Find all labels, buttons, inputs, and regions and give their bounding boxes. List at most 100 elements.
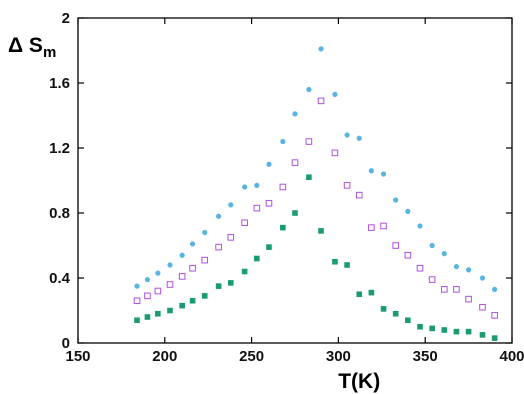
data-point-filled-square	[292, 210, 298, 216]
data-point-open-square	[491, 312, 498, 319]
data-point-open-square	[428, 276, 436, 283]
y-tick-label: 0	[62, 335, 70, 352]
data-point-filled-square	[392, 310, 399, 317]
data-point-circle	[242, 184, 248, 190]
data-point-circle	[179, 252, 185, 258]
data-point-filled-square	[167, 307, 173, 314]
data-point-open-square	[380, 222, 387, 230]
x-tick-label: 200	[152, 348, 177, 365]
data-point-circle	[155, 270, 161, 276]
data-point-open-square	[343, 182, 351, 189]
data-point-filled-square	[405, 317, 411, 324]
data-point-open-square	[392, 242, 399, 249]
data-point-filled-square	[134, 317, 140, 324]
data-point-filled-square	[491, 335, 498, 341]
x-axis-label: T(K)	[338, 370, 380, 393]
data-point-circle	[466, 267, 472, 273]
data-point-filled-square	[356, 291, 363, 298]
data-point-filled-square	[344, 262, 350, 268]
data-point-circle	[189, 241, 196, 247]
data-point-circle	[368, 168, 374, 174]
y-tick-label: 1.2	[49, 140, 70, 157]
data-point-filled-square	[189, 297, 196, 304]
data-point-open-square	[241, 219, 248, 227]
data-point-open-square	[279, 183, 287, 191]
data-point-open-square	[317, 97, 325, 105]
data-point-circle	[380, 171, 387, 177]
data-point-filled-square	[417, 323, 423, 330]
data-point-filled-square	[144, 314, 151, 320]
data-point-filled-square	[429, 325, 435, 332]
data-point-circle	[393, 197, 399, 203]
data-point-circle	[356, 135, 362, 141]
y-tick-label: 2	[62, 10, 70, 27]
data-point-circle	[167, 262, 173, 268]
data-point-open-square	[253, 204, 261, 212]
data-point-circle	[492, 286, 498, 292]
data-point-open-square	[201, 256, 209, 264]
data-point-circle	[266, 161, 272, 167]
x-tick-label: 400	[499, 348, 524, 365]
x-tick-label: 150	[65, 348, 90, 365]
plot-area	[77, 17, 513, 344]
x-tick-label: 300	[326, 348, 351, 365]
data-point-filled-square	[266, 244, 272, 250]
data-point-circle	[202, 229, 208, 236]
data-point-circle	[216, 213, 222, 219]
data-point-filled-square	[201, 293, 208, 299]
data-point-circle	[441, 251, 447, 257]
data-point-open-square	[368, 224, 375, 231]
data-point-filled-square	[318, 228, 324, 234]
data-point-filled-square	[155, 310, 161, 317]
data-point-open-square	[331, 149, 339, 157]
data-point-open-square	[291, 159, 299, 166]
data-point-filled-square	[332, 258, 338, 265]
data-point-filled-square	[453, 328, 460, 335]
data-point-circle	[228, 202, 234, 208]
data-point-circle	[318, 46, 324, 52]
data-point-circle	[254, 182, 260, 188]
data-point-open-square	[265, 199, 273, 207]
data-point-filled-square	[380, 306, 387, 312]
data-point-filled-square	[280, 224, 286, 231]
y-tick-label: 1.6	[49, 75, 70, 92]
data-point-filled-square	[241, 268, 248, 275]
data-point-circle	[479, 275, 486, 281]
data-point-open-square	[144, 292, 151, 300]
data-point-open-square	[189, 264, 196, 272]
data-point-open-square	[440, 286, 448, 293]
data-point-open-square	[133, 297, 141, 305]
data-point-filled-square	[368, 289, 375, 296]
data-point-filled-square	[227, 280, 234, 286]
plot-frame	[77, 17, 513, 344]
data-point-open-square	[215, 243, 222, 251]
y-axis-label-subscript: m	[43, 44, 56, 61]
y-tick-label: 0.4	[49, 270, 71, 287]
data-point-filled-square	[465, 328, 472, 335]
data-points	[133, 46, 498, 341]
data-point-open-square	[227, 234, 235, 241]
ticks: 150 200 250 300 350 400 0 0.4 0.8 1.2 1.6 2	[49, 10, 524, 365]
data-point-filled-square	[306, 174, 312, 181]
data-point-circle	[144, 277, 151, 283]
data-point-circle	[332, 91, 338, 97]
data-point-open-square	[416, 264, 424, 272]
data-point-circle	[280, 138, 286, 145]
x-tick-label: 350	[413, 348, 438, 365]
data-point-open-square	[465, 295, 472, 303]
data-point-circle	[429, 242, 435, 249]
y-axis-label-main: Δ S	[8, 34, 43, 57]
data-point-filled-square	[215, 283, 222, 289]
data-point-circle	[134, 283, 140, 289]
x-tick-label: 250	[239, 348, 264, 365]
data-point-open-square	[479, 303, 486, 311]
data-point-filled-square	[479, 332, 486, 338]
data-point-circle	[453, 264, 460, 270]
y-axis-label: Δ Sm	[8, 34, 56, 61]
data-point-circle	[405, 208, 411, 214]
data-point-circle	[292, 111, 298, 117]
data-point-circle	[306, 86, 312, 93]
y-tick-label: 0.8	[49, 205, 70, 222]
data-point-open-square	[154, 287, 162, 295]
data-point-open-square	[305, 138, 313, 145]
